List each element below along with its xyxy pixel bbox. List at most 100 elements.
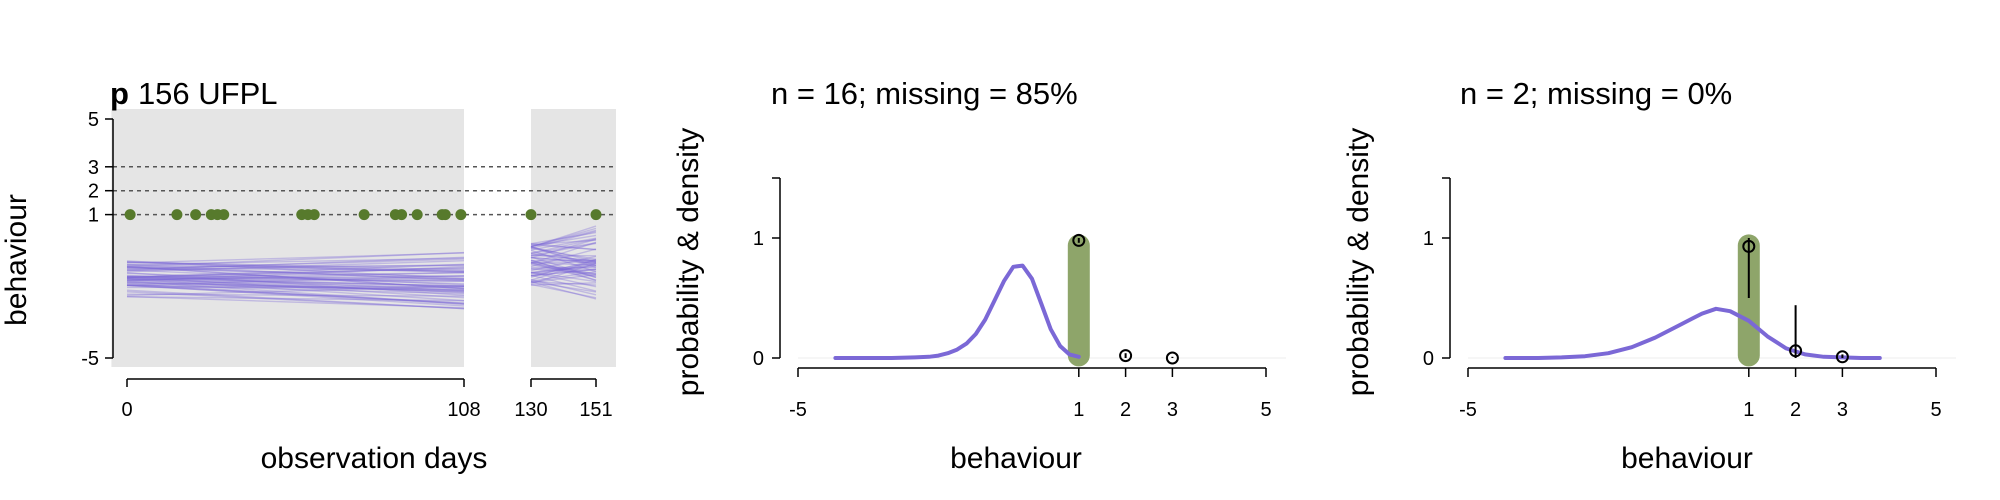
x-tick-label: 3 xyxy=(1837,399,1848,421)
posterior-line xyxy=(126,264,465,282)
posterior-line xyxy=(126,284,465,295)
posterior-line xyxy=(530,265,597,274)
probability-point xyxy=(1789,344,1803,358)
panel-distribution-2: 0 1 -5 1 2 3 5 n = 2; missing = 0% behaviour p… xyxy=(1342,76,1956,475)
posterior-line xyxy=(126,284,465,304)
density-curve xyxy=(833,263,1081,360)
posterior-line xyxy=(530,255,597,272)
posterior-line xyxy=(126,266,465,272)
plot-area: 0 1 -5 1 2 3 5 xyxy=(753,177,1286,421)
posterior-line xyxy=(126,278,465,302)
posterior-line xyxy=(530,247,597,260)
posterior-line xyxy=(126,252,465,264)
probability-point xyxy=(1119,349,1133,363)
posterior-line xyxy=(126,296,465,302)
posterior-line xyxy=(530,234,597,247)
y-tick-label: -5 xyxy=(81,348,99,370)
posterior-line xyxy=(530,271,597,288)
x-tick-label: 3 xyxy=(1167,399,1178,421)
y-tick-label: 1 xyxy=(88,205,99,227)
posterior-line xyxy=(530,230,597,250)
posterior-line xyxy=(530,258,597,278)
x-axis-title: behaviour xyxy=(950,442,1082,475)
posterior-line xyxy=(530,261,597,274)
panel-distribution-1: 0 1 -5 1 2 3 5 n = 16; missing = 85% behaviour… xyxy=(672,76,1286,475)
posterior-line xyxy=(530,261,597,275)
observed-band xyxy=(1067,234,1090,367)
posterior-line xyxy=(530,262,597,285)
posterior-line xyxy=(126,263,465,273)
x-tick-label: 5 xyxy=(1930,399,1941,421)
probability-point xyxy=(1165,351,1179,365)
x-axis-title: observation days xyxy=(261,442,488,475)
posterior-line xyxy=(530,256,597,279)
posterior-line xyxy=(530,238,597,259)
observed-point xyxy=(411,209,423,221)
posterior-line xyxy=(530,268,597,277)
posterior-line xyxy=(126,291,465,310)
y-tick-label: 0 xyxy=(1423,348,1434,370)
posterior-line xyxy=(126,278,465,287)
posterior-line xyxy=(530,244,597,251)
posterior-line xyxy=(126,280,465,305)
posterior-line xyxy=(530,267,597,271)
y-axis-title: probability & density xyxy=(672,128,705,396)
posterior-line xyxy=(126,278,465,282)
posterior-line xyxy=(530,259,597,281)
posterior-line xyxy=(126,263,465,279)
posterior-line xyxy=(530,254,597,257)
posterior-line xyxy=(530,238,597,254)
density-curve xyxy=(1503,306,1882,360)
posterior-line xyxy=(530,278,597,296)
posterior-line xyxy=(126,285,465,305)
probability-point xyxy=(1072,233,1086,247)
y-tick-label: 3 xyxy=(88,157,99,179)
posterior-line xyxy=(530,280,597,286)
posterior-line xyxy=(126,264,465,272)
x-tick-label: 108 xyxy=(447,399,480,421)
observed-point xyxy=(396,209,408,221)
posterior-line xyxy=(126,269,465,286)
posterior-line xyxy=(126,281,465,292)
x-tick-label: 2 xyxy=(1120,399,1131,421)
panel-title-text: 156 UFPL xyxy=(138,76,278,111)
posterior-line xyxy=(126,271,465,282)
posterior-line xyxy=(126,266,465,282)
posterior-line xyxy=(126,257,465,266)
plot-area: 0 1 -5 1 2 3 5 xyxy=(1423,177,1956,421)
posterior-line xyxy=(126,260,465,280)
posterior-line xyxy=(530,274,597,292)
observed-band xyxy=(1737,234,1760,367)
observed-point xyxy=(124,209,136,221)
posterior-line xyxy=(530,271,597,283)
posterior-line xyxy=(126,293,465,297)
posterior-line xyxy=(530,237,597,251)
posterior-line xyxy=(530,273,597,283)
observed-point xyxy=(590,209,602,221)
posterior-line xyxy=(530,248,597,268)
posterior-line xyxy=(530,225,597,248)
posterior-line xyxy=(530,282,597,286)
posterior-lines xyxy=(126,225,597,310)
posterior-line xyxy=(530,268,597,275)
posterior-line xyxy=(126,256,465,271)
x-tick-label: 5 xyxy=(1260,399,1271,421)
panel-title: n = 2; missing = 0% xyxy=(1460,76,1732,111)
observed-point xyxy=(308,209,320,221)
x-tick-label: 130 xyxy=(514,399,547,421)
posterior-line xyxy=(126,259,465,273)
posterior-line xyxy=(530,268,597,277)
observed-point xyxy=(525,209,537,221)
y-tick-label: 5 xyxy=(88,109,99,131)
posterior-line xyxy=(530,254,597,262)
panel-letter: p xyxy=(110,76,129,111)
posterior-line xyxy=(126,274,465,292)
posterior-line xyxy=(530,231,597,245)
panel-title: p 156 UFPL xyxy=(110,76,278,111)
panel-title: n = 16; missing = 85% xyxy=(771,76,1078,111)
posterior-line xyxy=(126,285,465,289)
posterior-line xyxy=(126,283,465,305)
posterior-line xyxy=(126,282,465,293)
posterior-line xyxy=(126,281,465,290)
